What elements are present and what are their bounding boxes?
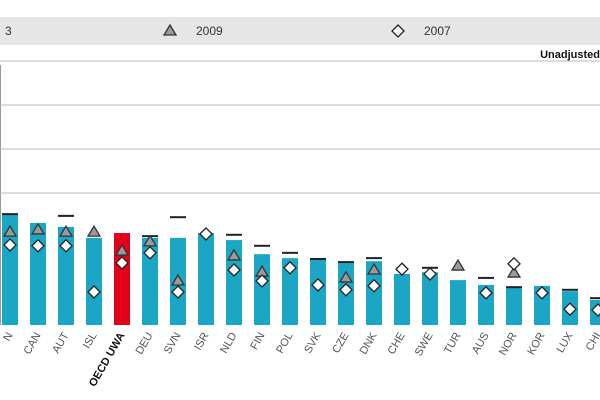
marker	[86, 224, 102, 237]
bar	[30, 222, 46, 325]
marker	[3, 238, 17, 252]
bar	[394, 273, 410, 325]
marker	[114, 243, 130, 256]
marker	[338, 270, 354, 283]
x-tick-label: CHE	[386, 331, 408, 357]
marker	[58, 224, 74, 237]
x-tick-label: LUX	[555, 330, 576, 355]
bar	[226, 240, 242, 325]
marker	[30, 222, 46, 235]
marker	[227, 263, 241, 277]
x-tick-label: NLD	[218, 330, 239, 355]
legend-label: 3	[5, 24, 12, 38]
marker	[506, 265, 522, 278]
x-tick-label: N	[1, 330, 15, 343]
x-tick-label: CHI	[584, 331, 600, 353]
marker	[366, 262, 382, 275]
x-tick-label: FIN	[248, 330, 267, 351]
legend-symbol	[162, 23, 178, 36]
marker	[479, 285, 493, 300]
x-tick-label: SWE	[413, 331, 436, 359]
x-tick-label: POL	[274, 331, 295, 356]
marker	[143, 245, 157, 260]
x-tick-label: DNK	[358, 330, 380, 357]
x-tick-label: ISR	[192, 330, 212, 352]
marker	[339, 282, 353, 297]
marker	[255, 274, 269, 288]
marker	[199, 227, 213, 241]
bar	[422, 272, 438, 325]
bar	[450, 280, 466, 325]
x-tick-label: DEU	[134, 330, 156, 356]
x-tick-label: NOR	[497, 330, 520, 357]
bar	[86, 237, 102, 325]
marker	[87, 285, 101, 299]
bar	[142, 237, 158, 325]
bar	[254, 254, 270, 325]
marker	[423, 267, 437, 281]
x-tick-label: TUR	[442, 330, 464, 356]
marker	[563, 302, 577, 317]
marker	[115, 256, 129, 270]
bar	[506, 287, 522, 325]
marker	[2, 224, 18, 237]
bar	[58, 226, 74, 325]
marker	[31, 238, 45, 253]
marker	[170, 273, 186, 286]
bar	[310, 259, 326, 325]
legend-label: 2009	[196, 24, 223, 38]
x-tick-label: SVK	[302, 330, 324, 356]
x-tick-label: AUS	[470, 331, 492, 357]
marker	[450, 258, 466, 271]
marker	[283, 260, 297, 275]
subtitle: Unadjusted	[540, 49, 600, 61]
marker	[59, 238, 73, 253]
x-tick-label: CAN	[22, 330, 44, 356]
x-tick-label: AUT	[50, 330, 72, 355]
bar	[114, 233, 130, 325]
marker	[171, 285, 185, 299]
legend-band	[0, 17, 600, 45]
x-tick-label: ISL	[81, 331, 100, 351]
bar	[198, 233, 214, 325]
bar	[282, 258, 298, 325]
x-tick-label: CZE	[330, 331, 351, 356]
x-tick-label: KOR	[525, 330, 547, 357]
legend-symbol	[391, 24, 405, 38]
marker	[395, 262, 409, 277]
marker	[535, 285, 549, 300]
marker	[311, 278, 325, 292]
marker	[591, 303, 600, 317]
marker	[367, 278, 381, 293]
marker	[226, 248, 242, 261]
x-tick-label: SVN	[162, 330, 184, 356]
legend-label: 2007	[424, 24, 451, 38]
bar	[366, 261, 382, 325]
marker	[142, 234, 158, 247]
marker	[507, 256, 521, 271]
